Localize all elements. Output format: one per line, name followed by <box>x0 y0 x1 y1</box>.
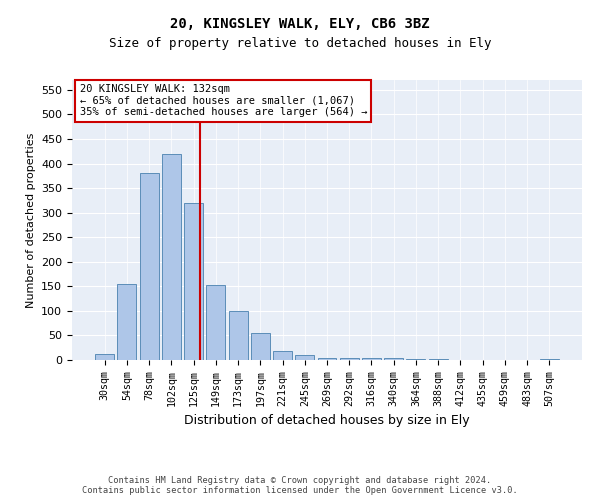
X-axis label: Distribution of detached houses by size in Ely: Distribution of detached houses by size … <box>184 414 470 427</box>
Bar <box>273 351 292 360</box>
Bar <box>540 358 559 360</box>
Bar <box>340 358 359 360</box>
Bar <box>95 354 114 360</box>
Bar <box>251 333 270 360</box>
Bar <box>184 203 203 360</box>
Bar <box>362 358 381 360</box>
Y-axis label: Number of detached properties: Number of detached properties <box>26 132 35 308</box>
Bar <box>295 355 314 360</box>
Bar <box>162 154 181 360</box>
Bar <box>429 358 448 360</box>
Bar <box>317 358 337 360</box>
Text: 20, KINGSLEY WALK, ELY, CB6 3BZ: 20, KINGSLEY WALK, ELY, CB6 3BZ <box>170 18 430 32</box>
Bar <box>406 358 425 360</box>
Bar <box>140 174 158 360</box>
Bar <box>206 285 225 360</box>
Text: 20 KINGSLEY WALK: 132sqm
← 65% of detached houses are smaller (1,067)
35% of sem: 20 KINGSLEY WALK: 132sqm ← 65% of detach… <box>80 84 367 117</box>
Text: Contains HM Land Registry data © Crown copyright and database right 2024.
Contai: Contains HM Land Registry data © Crown c… <box>82 476 518 495</box>
Text: Size of property relative to detached houses in Ely: Size of property relative to detached ho… <box>109 38 491 51</box>
Bar <box>384 358 403 360</box>
Bar <box>229 311 248 360</box>
Bar <box>118 284 136 360</box>
